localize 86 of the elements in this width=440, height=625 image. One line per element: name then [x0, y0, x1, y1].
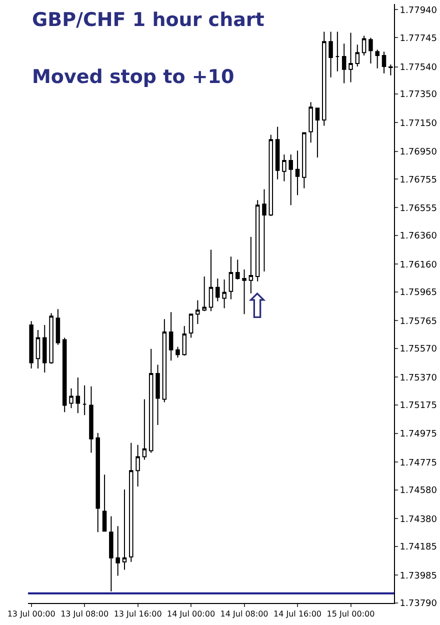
candlestick: [222, 278, 226, 309]
y-tick-label: 1.75570: [400, 344, 438, 355]
candlestick: [355, 44, 360, 67]
candlestick: [82, 384, 87, 416]
candlestick: [122, 488, 127, 570]
candlestick: [202, 276, 206, 312]
candlestick: [42, 324, 47, 374]
candlestick: [255, 200, 260, 282]
candlestick: [182, 325, 187, 356]
candlestick: [375, 49, 380, 69]
candlestick: [288, 154, 293, 206]
candlestick: [168, 312, 174, 362]
x-tick-label: 15 Jul 00:00: [326, 610, 375, 619]
y-tick-label: 1.73790: [400, 599, 438, 610]
y-tick-label: 1.77150: [400, 118, 438, 129]
x-tick-label: 14 Jul 00:00: [167, 610, 216, 619]
candlestick: [242, 268, 246, 315]
candlestick: [348, 32, 353, 83]
candlestick: [188, 314, 194, 338]
candlestick: [176, 346, 180, 358]
y-tick-label: 1.75370: [400, 373, 438, 384]
candlestick: [29, 320, 34, 370]
candlestick: [148, 348, 154, 454]
candlestick: [368, 37, 373, 64]
y-tick-label: 1.75965: [400, 288, 438, 298]
x-tick-label: 13 Jul 08:00: [60, 610, 109, 619]
x-tick-label: 13 Jul 16:00: [114, 610, 162, 619]
candlestick: [49, 312, 54, 364]
y-tick-label: 1.77350: [400, 90, 438, 100]
candlestick: [62, 337, 67, 413]
candlestick: [208, 249, 214, 312]
y-tick-label: 1.76950: [400, 147, 438, 158]
y-tick-label: 1.74975: [400, 430, 438, 440]
candlestick: [102, 474, 107, 532]
y-tick-label: 1.74775: [400, 458, 438, 468]
x-tick-label: 14 Jul 08:00: [220, 610, 268, 619]
candlestick: [196, 300, 200, 324]
candlestick: [109, 516, 114, 592]
candlestick: [268, 134, 274, 217]
candlestick: [382, 51, 386, 74]
candlestick: [216, 278, 220, 302]
candlestick: [156, 364, 160, 426]
candlestick: [89, 386, 94, 454]
candlestick: [36, 329, 40, 370]
y-tick-label: 1.74380: [400, 514, 438, 525]
y-tick-label: 1.75175: [400, 401, 438, 412]
candlestick: [302, 132, 306, 189]
y-tick-label: 1.76160: [400, 260, 438, 270]
text: Moved stop to +10: [32, 66, 234, 88]
x-tick-label: 13 Jul 00:00: [7, 610, 56, 619]
candlestick: [335, 31, 340, 72]
candlestick: [56, 308, 60, 346]
x-tick-label: 14 Jul 16:00: [274, 610, 322, 619]
candlestick: [76, 377, 80, 414]
y-tick-label: 1.77745: [400, 34, 438, 44]
candlestick: [116, 526, 120, 576]
candlestick: [162, 318, 167, 403]
y-tick-label: 1.77540: [400, 63, 438, 74]
y-tick-label: 1.75765: [400, 316, 438, 327]
candlestick: [228, 256, 234, 300]
candlestick: [362, 35, 366, 56]
candlestick: [322, 31, 326, 126]
y-tick-label: 1.74185: [400, 542, 438, 553]
candlestick: [342, 43, 346, 84]
candlestick: [295, 150, 300, 196]
candlestick: [275, 126, 280, 180]
candlestick: [282, 154, 286, 182]
candlestick: [248, 236, 254, 294]
candlestick: [136, 444, 140, 487]
y-tick-label: 1.77940: [400, 6, 438, 16]
y-tick-label: 1.76555: [400, 204, 438, 214]
candlestick: [142, 398, 147, 460]
chart-title: GBP/CHF 1 hour chart: [32, 9, 264, 31]
y-tick-label: 1.74580: [400, 486, 438, 496]
y-tick-label: 1.76360: [400, 232, 438, 242]
candlestick: [96, 432, 100, 533]
annotation: ⇧: [243, 287, 272, 327]
candlestick: [262, 188, 266, 272]
candlestick: [308, 102, 313, 144]
candlestick: [235, 259, 240, 280]
candlestick: [315, 108, 320, 158]
candlestick: [129, 442, 134, 562]
candlestick: [69, 388, 74, 409]
candlestick: [328, 31, 333, 78]
y-tick-label: 1.73985: [400, 571, 438, 582]
y-tick-label: 1.76755: [400, 175, 438, 186]
